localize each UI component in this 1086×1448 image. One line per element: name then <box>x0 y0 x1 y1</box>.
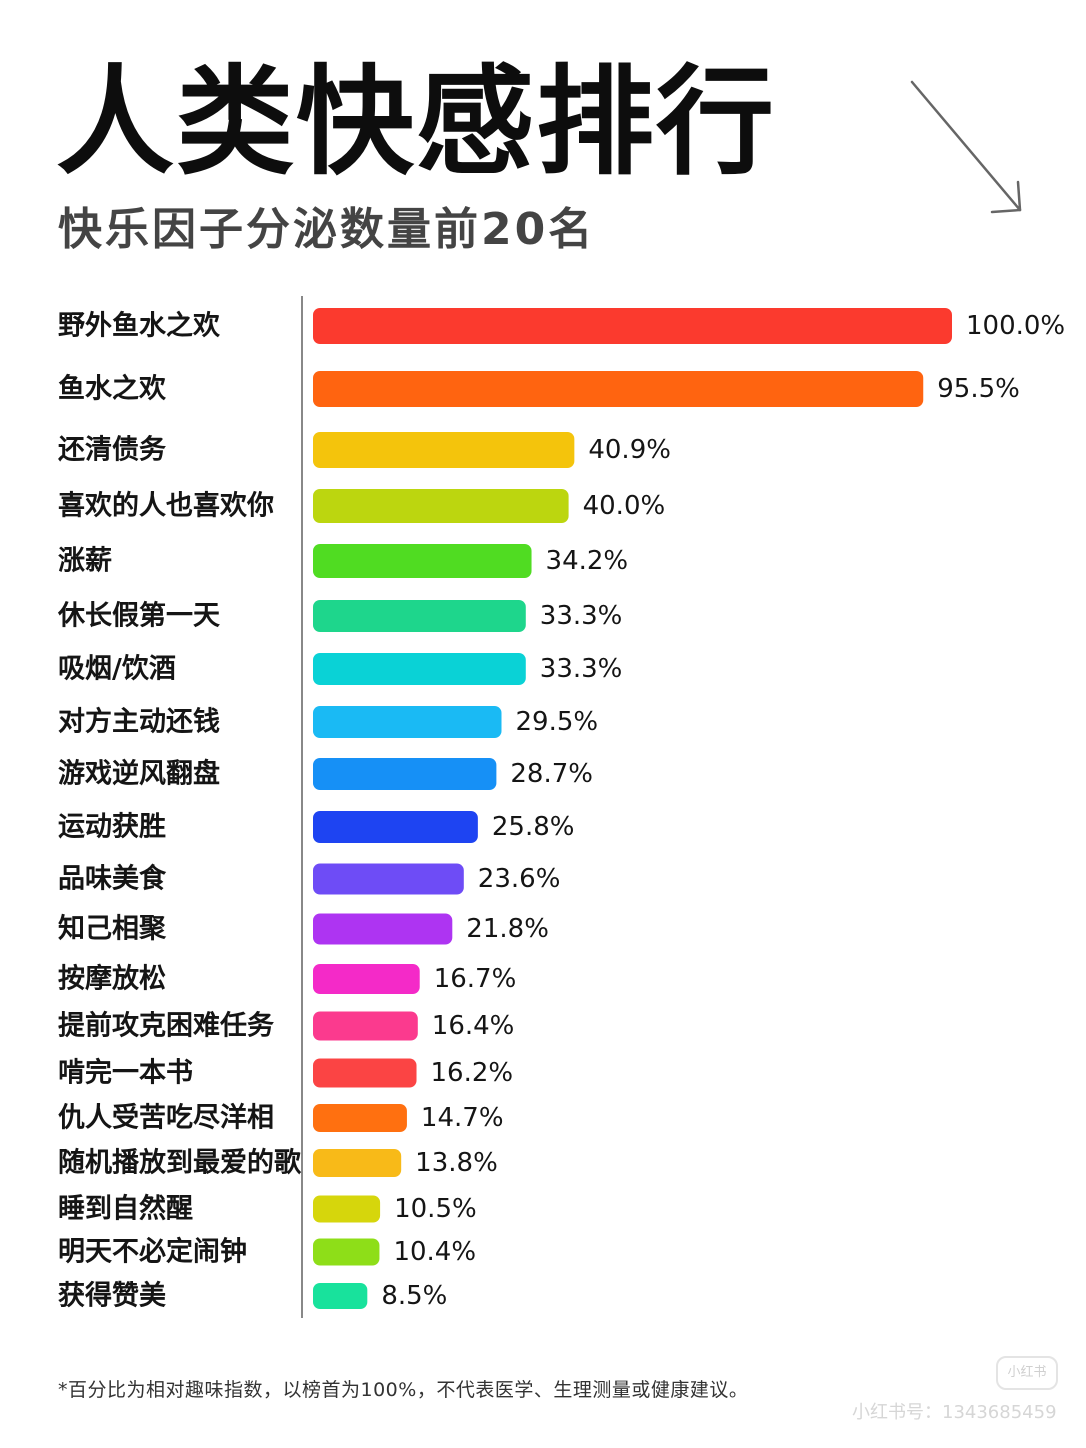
bar <box>313 964 420 994</box>
category-label: 喜欢的人也喜欢你 <box>58 490 274 522</box>
bar <box>313 863 464 895</box>
category-label: 野外鱼水之欢 <box>58 310 221 342</box>
category-label: 啃完一本书 <box>58 1057 193 1089</box>
bar <box>313 371 924 407</box>
category-label: 涨薪 <box>58 546 112 577</box>
bar <box>313 758 497 790</box>
category-label: 鱼水之欢 <box>58 373 167 405</box>
value-label: 14.7% <box>421 1103 504 1133</box>
value-label: 23.6% <box>478 864 561 894</box>
bar <box>313 1195 381 1223</box>
value-label: 10.4% <box>393 1237 476 1267</box>
value-label: 29.5% <box>516 707 599 737</box>
category-label: 按摩放松 <box>58 963 166 995</box>
bar <box>313 308 952 344</box>
value-label: 40.0% <box>583 491 666 521</box>
watermark: 小红书号：1343685459 <box>852 1402 1057 1423</box>
value-label: 34.2% <box>546 546 629 576</box>
value-label: 33.3% <box>540 654 623 684</box>
value-label: 10.5% <box>394 1194 477 1224</box>
category-label: 仇人受苦吃尽洋相 <box>58 1102 274 1134</box>
category-label: 提前攻克困难任务 <box>58 1010 274 1042</box>
bar <box>313 653 526 685</box>
bar <box>313 1058 417 1088</box>
category-label: 还清债务 <box>58 435 166 466</box>
category-label: 品味美食 <box>58 863 167 895</box>
arrow-down-right-icon <box>910 80 1022 214</box>
category-label: 明天不必定闹钟 <box>58 1236 247 1268</box>
bar <box>313 706 502 738</box>
footnote: *百分比为相对趣味指数，以榜首为100%，不代表医学、生理测量或健康建议。 <box>58 1379 749 1401</box>
category-label: 随机播放到最爱的歌 <box>58 1147 302 1179</box>
value-label: 16.4% <box>432 1011 515 1041</box>
category-label: 运动获胜 <box>58 812 166 843</box>
value-label: 28.7% <box>510 759 593 789</box>
value-label: 95.5% <box>937 374 1020 404</box>
value-label: 40.9% <box>588 435 671 465</box>
page-subtitle: 快乐因子分泌数量前20名 <box>58 204 596 255</box>
bar <box>313 913 453 945</box>
bar <box>313 1011 418 1041</box>
watermark-badge: 小红书 <box>996 1356 1058 1390</box>
category-label: 游戏逆风翻盘 <box>58 758 220 790</box>
value-label: 8.5% <box>381 1281 447 1311</box>
value-label: 16.7% <box>434 964 517 994</box>
bar <box>313 1104 407 1132</box>
value-label: 100.0% <box>966 311 1065 341</box>
category-label: 睡到自然醒 <box>58 1193 193 1225</box>
value-label: 16.2% <box>431 1058 514 1088</box>
bar <box>313 1283 368 1309</box>
category-label: 获得赞美 <box>58 1280 166 1312</box>
value-label: 33.3% <box>540 601 623 631</box>
bar <box>313 1149 402 1177</box>
category-label: 吸烟/饮酒 <box>58 654 176 685</box>
bar <box>313 432 575 468</box>
value-label: 13.8% <box>415 1148 498 1178</box>
bar <box>313 489 569 523</box>
value-label: 21.8% <box>466 914 549 944</box>
bar <box>313 811 478 843</box>
bar <box>313 544 532 578</box>
category-label: 知己相聚 <box>58 914 167 945</box>
category-label: 休长假第一天 <box>57 600 220 632</box>
page-title: 人类快感排行 <box>56 53 777 191</box>
bar <box>313 600 526 632</box>
category-label: 对方主动还钱 <box>58 706 220 738</box>
bar <box>313 1238 380 1266</box>
value-label: 25.8% <box>492 812 575 842</box>
